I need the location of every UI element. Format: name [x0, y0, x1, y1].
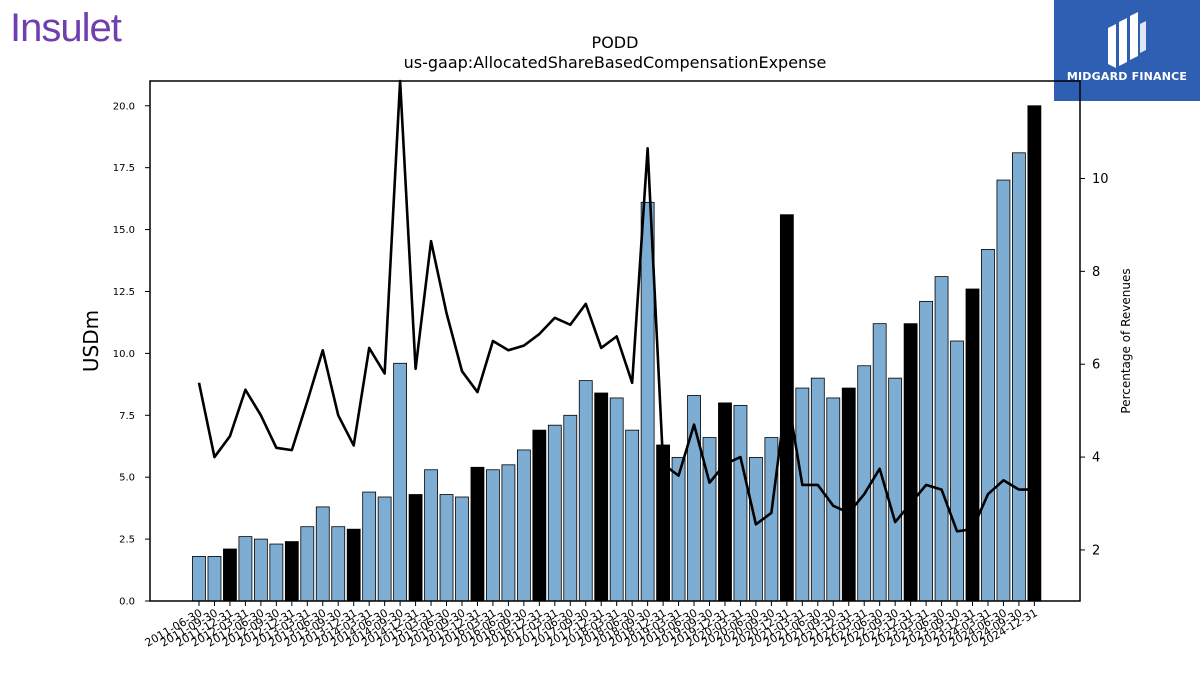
- bar-2016-12-31: [532, 429, 547, 602]
- bar-2017-06-30: [563, 414, 578, 602]
- bar-2024-03-31: [981, 248, 995, 602]
- bar-2015-06-30: [439, 494, 454, 602]
- y2-tick-label: 10: [1092, 172, 1109, 187]
- bar-2013-03-31: [300, 526, 315, 602]
- y-tick-label: 20.0: [113, 101, 135, 112]
- bar-2018-06-30: [625, 429, 640, 602]
- bar-2011-06-30: [192, 556, 206, 602]
- midgard-brand-name: MIDGARD FINANCE: [1066, 70, 1188, 83]
- y-tick-label: 15.0: [113, 225, 135, 236]
- bar-2022-09-30: [888, 377, 903, 602]
- y-axis-label: USDm: [79, 310, 103, 372]
- bar-2012-09-30: [269, 543, 284, 602]
- bar-2015-12-31: [470, 466, 485, 602]
- line-layer: [197, 79, 1035, 533]
- bar-2016-09-30: [516, 449, 531, 602]
- bar-2021-12-31: [841, 387, 856, 602]
- y-tick-label: 17.5: [113, 163, 135, 174]
- bar-2022-06-30: [872, 323, 887, 602]
- bar-2013-09-30: [331, 526, 346, 602]
- bar-2018-03-31: [609, 397, 624, 602]
- chart-subtitle: us-gaap:AllocatedShareBasedCompensationE…: [404, 53, 827, 72]
- midgard-finance-logo: MIDGARD FINANCE: [1054, 0, 1200, 101]
- bar-2020-06-30: [749, 456, 763, 602]
- bar-2014-03-31: [362, 491, 377, 602]
- y-tick-label: 7.5: [119, 411, 135, 422]
- y2-tick-label: 6: [1092, 358, 1100, 373]
- bar-2019-03-31: [671, 456, 686, 602]
- axes-layer: 0.02.55.07.510.012.515.017.520.024681020…: [113, 80, 1109, 650]
- bars-layer: [192, 105, 1042, 602]
- bar-2019-12-31: [718, 402, 732, 602]
- bar-2021-03-31: [795, 387, 810, 602]
- y-tick-label: 10.0: [113, 349, 135, 360]
- bar-2014-12-31: [408, 494, 423, 602]
- bar-2023-09-30: [950, 340, 964, 602]
- bar-2013-12-31: [346, 528, 361, 602]
- bar-2015-03-31: [424, 469, 438, 602]
- y2-axis-label: Percentage of Revenues: [1119, 268, 1133, 413]
- bar-2017-12-31: [594, 392, 609, 602]
- bar-2024-06-30: [996, 179, 1011, 602]
- bar-2024-12-31: [1027, 105, 1042, 602]
- bar-2020-12-31: [779, 214, 794, 602]
- y-tick-label: 5.0: [119, 473, 135, 484]
- bar-2014-09-30: [393, 362, 408, 602]
- y2-tick-label: 4: [1092, 451, 1100, 466]
- chart-title: PODD: [592, 33, 639, 52]
- bar-2017-09-30: [578, 380, 593, 602]
- bar-2013-06-30: [315, 506, 330, 602]
- midgard-mark-icon: [1108, 12, 1146, 68]
- bar-2020-03-31: [733, 404, 748, 602]
- y-tick-label: 0.0: [119, 597, 135, 608]
- bar-2023-12-31: [965, 288, 980, 602]
- bar-2022-12-31: [903, 323, 918, 602]
- bar-2023-06-30: [934, 276, 949, 602]
- plot-frame: [149, 80, 1081, 602]
- y-tick-label: 2.5: [119, 535, 135, 546]
- y2-tick-label: 2: [1092, 543, 1100, 558]
- bar-2014-06-30: [377, 496, 392, 602]
- bar-2016-03-31: [486, 469, 500, 602]
- bar-2022-03-31: [857, 365, 872, 602]
- bar-2024-09-30: [1012, 152, 1026, 602]
- y2-tick-label: 8: [1092, 265, 1100, 280]
- bar-2020-09-30: [764, 437, 779, 602]
- bar-2012-06-30: [253, 538, 268, 602]
- bar-2012-03-31: [238, 536, 253, 602]
- insulet-logo: Insulet: [10, 6, 122, 50]
- bar-2011-12-31: [223, 548, 237, 602]
- bar-2011-09-30: [207, 556, 222, 602]
- bar-2023-03-31: [919, 300, 933, 602]
- line-series-percentage-of-revenues: [197, 79, 1035, 533]
- bar-2017-03-31: [547, 424, 562, 602]
- bar-2016-06-30: [501, 464, 516, 602]
- y-tick-label: 12.5: [113, 287, 135, 298]
- bar-2012-12-31: [284, 541, 299, 602]
- bar-2015-09-30: [455, 496, 469, 602]
